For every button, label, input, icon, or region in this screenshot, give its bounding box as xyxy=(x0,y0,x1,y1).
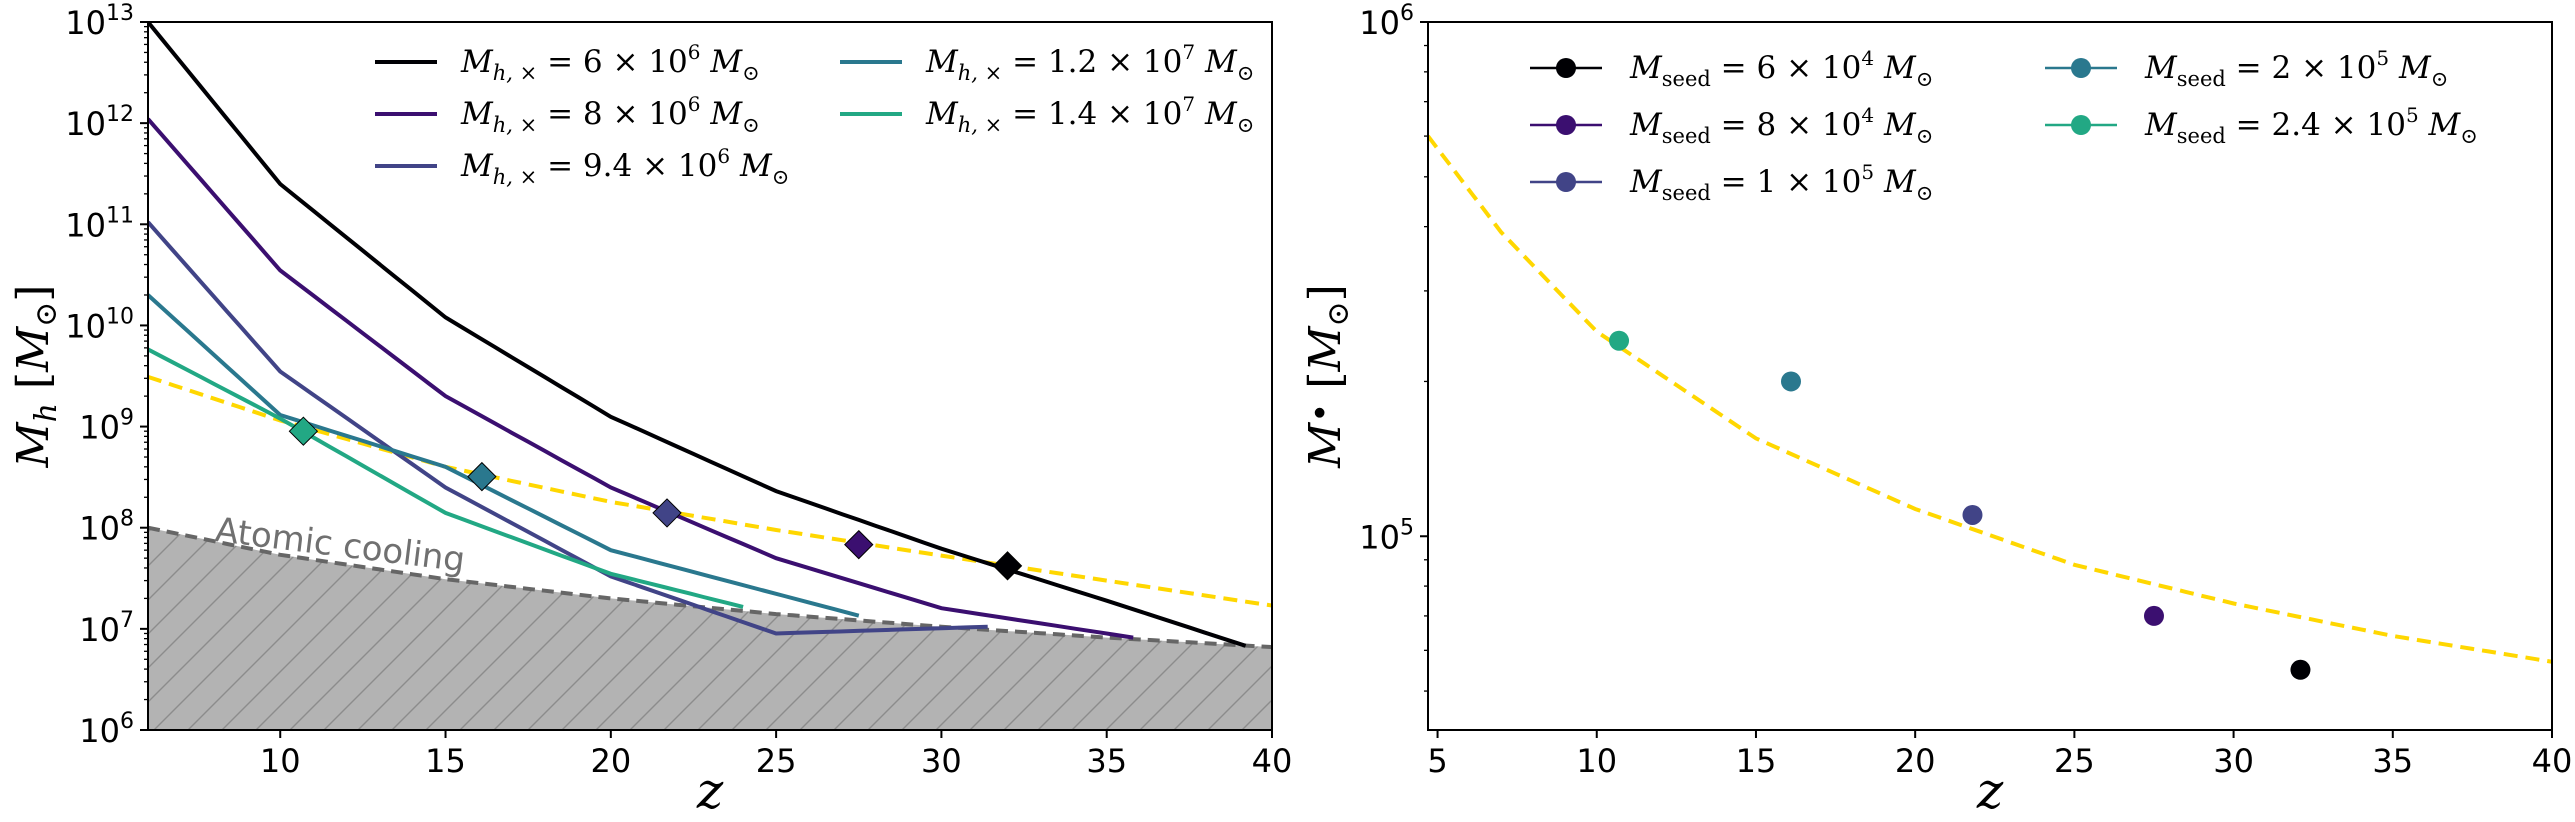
legend-label: Mh, × = 1.2 × 107 M⊙ xyxy=(925,40,1254,85)
left-y-tick-label: 109 xyxy=(79,406,134,447)
left-x-tick-label: 30 xyxy=(921,742,962,780)
legend-marker xyxy=(2071,115,2091,135)
right-x-tick-label: 35 xyxy=(2372,742,2413,780)
left-x-tick-label: 25 xyxy=(756,742,797,780)
right-x-tick-label: 30 xyxy=(2213,742,2254,780)
svg-text:Mh [M⊙]: Mh [M⊙] xyxy=(8,285,64,469)
legend-label: Mseed = 8 × 104 M⊙ xyxy=(1629,103,1933,148)
left-panel: Atomic cooling 10 15 20 25 30 35 4010610710810… xyxy=(8,1,1292,820)
left-diamond-marker-4 xyxy=(467,461,497,492)
legend-marker xyxy=(1556,58,1576,78)
right-point-1 xyxy=(2290,659,2311,680)
left-diamond-marker-1 xyxy=(992,551,1023,581)
legend-label: Mh, × = 9.4 × 106 M⊙ xyxy=(460,144,789,189)
right-y-tick-label: 106 xyxy=(1359,1,1414,42)
left-series-line-3 xyxy=(148,220,988,636)
left-diamond-marker-2 xyxy=(844,529,874,560)
left-x-tick-label: 40 xyxy=(1252,742,1293,780)
legend-label: Mh, × = 8 × 106 M⊙ xyxy=(460,92,760,137)
right-panel: 5 10 15 20 25 30 35 40 105 106 z M• [M⊙] Mseed = … xyxy=(1300,1,2572,820)
svg-text:M• [M⊙]: M• [M⊙] xyxy=(1300,284,1356,469)
legend-marker xyxy=(1556,172,1576,192)
left-series-line-1 xyxy=(148,22,1247,648)
right-axes-frame xyxy=(1427,21,2553,731)
left-series-line-4 xyxy=(148,293,860,618)
right-x-tick-label: 25 xyxy=(2054,742,2095,780)
left-x-tick-label: 10 xyxy=(260,742,301,780)
right-x-tick-label: 5 xyxy=(1427,742,1447,780)
left-x-tick-label: 20 xyxy=(590,742,631,780)
right-x-tick-label: 10 xyxy=(1576,742,1617,780)
legend-label: Mseed = 1 × 105 M⊙ xyxy=(1629,160,1933,205)
legend-label: Mh, × = 1.4 × 107 M⊙ xyxy=(925,92,1254,137)
right-y-tick-label: 105 xyxy=(1359,515,1414,556)
right-y-label: M• [M⊙] xyxy=(1300,284,1356,469)
left-y-tick-label: 106 xyxy=(79,709,134,750)
left-series-line-2 xyxy=(148,117,1134,640)
right-reference-line xyxy=(1428,134,2552,664)
right-point-4 xyxy=(1780,371,1801,392)
legend-label: Mh, × = 6 × 106 M⊙ xyxy=(460,40,760,85)
right-x-tick-label: 20 xyxy=(1895,742,1936,780)
left-diamond-marker-5 xyxy=(288,416,319,446)
left-y-tick-label: 107 xyxy=(79,608,134,649)
left-series-line-5 xyxy=(148,347,744,609)
right-point-5 xyxy=(1609,330,1630,351)
right-legend: Mseed = 6 × 104 M⊙ Mseed = 8 × 104 M⊙ Msee… xyxy=(1530,46,2478,205)
right-x-tick-label: 40 xyxy=(2532,742,2573,780)
left-y-tick-label: 1011 xyxy=(65,203,134,244)
legend-marker xyxy=(2071,58,2091,78)
legend-marker xyxy=(1556,115,1576,135)
right-point-3 xyxy=(1962,504,1983,525)
legend-label: Mseed = 2.4 × 105 M⊙ xyxy=(2144,103,2478,148)
left-y-tick-label: 1012 xyxy=(65,102,134,143)
left-legend: Mh, × = 6 × 106 M⊙ Mh, × = 8 × 106 M⊙ Mh, … xyxy=(375,40,1254,189)
right-x-tick-label: 15 xyxy=(1736,742,1777,780)
legend-label: Mseed = 6 × 104 M⊙ xyxy=(1629,46,1933,91)
right-point-2 xyxy=(2143,605,2164,626)
right-x-label: z xyxy=(1976,762,2004,820)
left-x-tick-label: 35 xyxy=(1086,742,1127,780)
left-y-tick-label: 1010 xyxy=(65,304,134,345)
left-x-label: z xyxy=(696,762,724,820)
left-axes-frame xyxy=(147,21,1273,731)
left-y-label: Mh [M⊙] xyxy=(8,285,64,469)
left-x-tick-label: 15 xyxy=(425,742,466,780)
left-y-tick-label: 108 xyxy=(79,507,134,548)
left-diamond-marker-3 xyxy=(652,498,682,528)
legend-label: Mseed = 2 × 105 M⊙ xyxy=(2144,46,2448,91)
left-y-tick-label: 1013 xyxy=(65,1,134,42)
